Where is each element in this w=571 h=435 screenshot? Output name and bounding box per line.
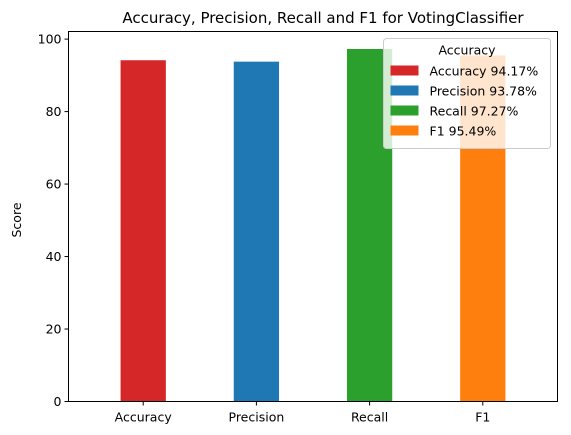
legend-swatch — [390, 105, 419, 116]
y-tick-label: 0 — [54, 394, 62, 409]
legend-swatch — [390, 85, 419, 96]
y-tick-label: 80 — [46, 104, 62, 119]
y-tick-label: 60 — [46, 177, 62, 192]
legend-entry: Precision 93.78% — [430, 84, 538, 99]
y-axis-label: Score — [9, 202, 24, 237]
chart-title: Accuracy, Precision, Recall and F1 for V… — [122, 9, 524, 27]
y-tick-label: 100 — [38, 32, 62, 47]
legend-entry: Recall 97.27% — [430, 104, 519, 119]
y-tick-label: 20 — [46, 322, 62, 337]
legend-title: Accuracy — [438, 43, 496, 58]
x-tick-label: Precision — [229, 410, 285, 425]
x-tick-label: Recall — [351, 410, 388, 425]
bar-precision — [233, 61, 280, 402]
legend-entry: Accuracy 94.17% — [430, 64, 539, 79]
x-tick-label: Accuracy — [115, 410, 173, 425]
y-tick-label: 40 — [46, 249, 62, 264]
legend: Accuracy Accuracy 94.17% Precision 93.78% R… — [383, 38, 551, 149]
bar-accuracy — [120, 60, 166, 402]
legend-entry: F1 95.49% — [430, 124, 497, 139]
legend-swatch — [390, 125, 419, 136]
plot-frame — [68, 31, 558, 402]
legend-swatch — [390, 65, 419, 76]
y-axis: 0 20 40 60 80 100 — [38, 32, 69, 409]
legend-box — [383, 38, 551, 149]
x-axis: Accuracy Precision Recall F1 — [115, 401, 490, 425]
x-tick-label: F1 — [475, 410, 490, 425]
